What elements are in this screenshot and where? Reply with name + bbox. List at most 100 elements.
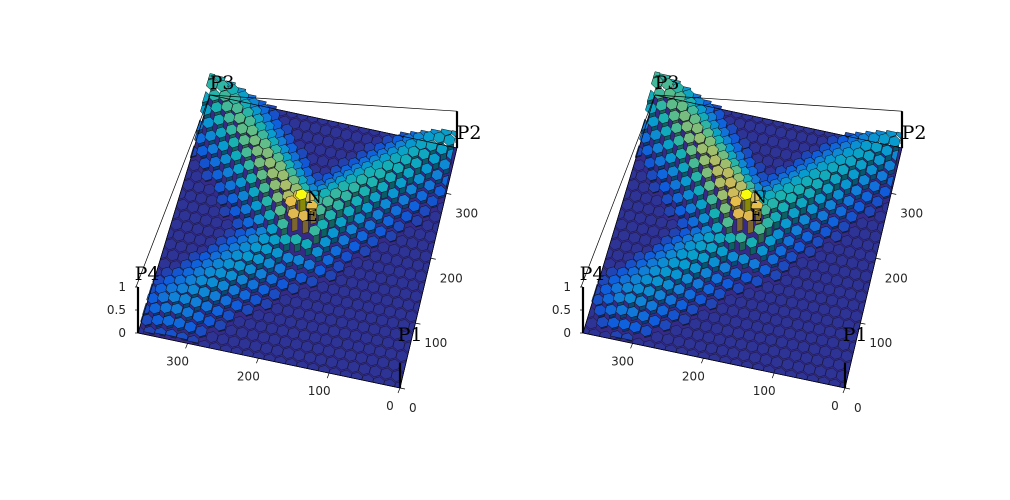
x-tick: [326, 373, 330, 379]
surface-cell: [342, 205, 356, 218]
surface-cell: [866, 219, 879, 232]
surface-cell: [686, 249, 700, 261]
surface-cell: [340, 190, 353, 202]
surface-cell: [184, 190, 197, 202]
surface-cell: [353, 268, 367, 280]
surface-cell: [421, 219, 434, 232]
surface-cell: [213, 319, 227, 332]
surface-cell: [767, 135, 780, 148]
surface-cell: [297, 209, 311, 222]
surface-cell: [415, 189, 428, 202]
surface-cell: [774, 245, 788, 257]
surface-cell: [799, 310, 812, 322]
surface-cell: [753, 223, 766, 236]
surface-cell: [359, 290, 372, 302]
surface-cell: [819, 225, 832, 238]
surface-cell: [340, 128, 353, 141]
surface-cell: [410, 157, 423, 170]
surface-cell: [341, 338, 354, 351]
surface-cell: [719, 202, 732, 215]
surface-cell: [324, 314, 338, 327]
surface-cell: [389, 327, 403, 340]
surface-cell: [777, 260, 790, 272]
surface-cell: [761, 323, 775, 335]
surface-cell: [392, 220, 405, 233]
surface-cell: [811, 235, 824, 248]
surface-cell: [319, 124, 332, 137]
surface-cell: [327, 283, 340, 296]
surface-cell: [759, 354, 773, 366]
corner-label-p2: P2: [457, 122, 482, 144]
surface-cell: [257, 331, 271, 344]
surface-cell: [856, 217, 869, 230]
surface-cell: [377, 356, 390, 369]
surface-cell: [292, 349, 306, 362]
surface-cell: [718, 314, 732, 326]
surface-cell: [686, 303, 699, 316]
surface-cell: [174, 240, 188, 253]
surface-cell: [623, 209, 636, 222]
surface-cell: [787, 207, 801, 219]
surface-cell: [697, 309, 710, 322]
surface-cell: [790, 276, 804, 289]
surface-cell: [721, 216, 734, 229]
surface-cell: [356, 279, 369, 291]
surface-cell: [202, 225, 215, 238]
x-tick-label: 300: [166, 354, 189, 368]
surface-cell: [197, 286, 211, 298]
surface-cell: [672, 335, 686, 348]
surface-cell: [617, 229, 631, 242]
surface-cell: [793, 241, 806, 253]
surface-cell: [350, 195, 363, 207]
surface-cell: [710, 322, 724, 335]
surface-cell: [804, 290, 817, 302]
surface-cell: [721, 325, 734, 337]
surface-cell: [203, 315, 216, 327]
surface-cell: [742, 209, 756, 222]
surface-cell: [395, 235, 408, 247]
surface-cell: [252, 309, 265, 322]
surface-cell: [724, 336, 737, 348]
surface-cell: [798, 213, 811, 226]
surface-cell: [292, 307, 306, 320]
surface-cell: [207, 73, 216, 80]
surface-cell: [316, 281, 329, 293]
surface-cell: [441, 174, 450, 187]
surface-cell: [821, 182, 834, 195]
surface-cell: [347, 360, 360, 373]
surface-cell: [795, 131, 808, 143]
surface-cells: [582, 71, 903, 389]
surface-cell: [399, 288, 412, 300]
surface-cell: [840, 235, 853, 247]
surface-cell: [191, 223, 204, 235]
surface-cell: [420, 162, 433, 175]
surface-cell: [268, 288, 281, 301]
surface-cell: [678, 313, 691, 326]
surface-cell: [233, 112, 246, 124]
surface-cell: [162, 314, 175, 327]
surface-cell: [823, 283, 836, 296]
center-label-e: E: [750, 206, 762, 226]
surface-cell: [332, 305, 346, 318]
surface-cell: [836, 296, 849, 309]
surface-cell: [822, 356, 835, 369]
surface-cell: [262, 311, 276, 324]
surface-cell: [319, 236, 332, 248]
surface-cell: [855, 159, 868, 171]
surface-cell: [336, 358, 349, 371]
z-tick-label: 0: [563, 326, 571, 340]
axis-line: [654, 94, 903, 112]
surface-cell: [248, 134, 261, 147]
surface-cell: [868, 180, 881, 193]
surface-cell: [381, 336, 395, 349]
surface-cell: [369, 191, 382, 203]
surface-cell: [405, 183, 418, 196]
surface-cell: [838, 265, 851, 278]
surface-cell: [817, 261, 830, 274]
axis-line: [137, 94, 211, 334]
surface-cell: [820, 314, 834, 327]
surface-cell: [200, 300, 214, 313]
surface-cell: [865, 164, 878, 176]
surface-cell: [382, 215, 395, 227]
surface-cell: [659, 266, 673, 278]
